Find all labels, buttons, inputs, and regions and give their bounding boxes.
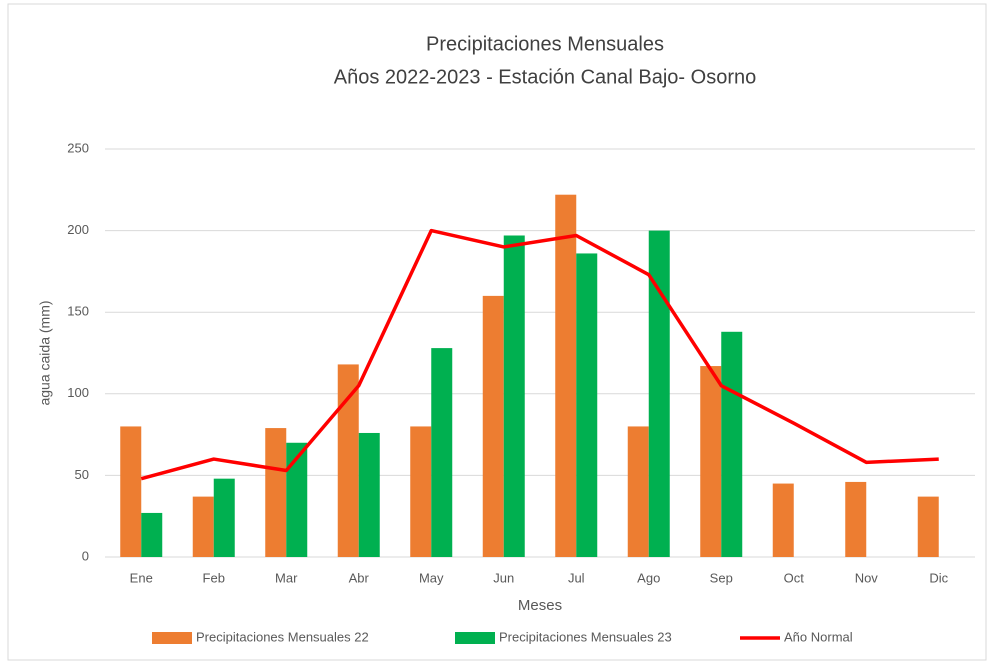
bar: [358, 432, 380, 557]
x-tick-label: Jun: [493, 570, 514, 585]
y-tick-label: 200: [67, 222, 89, 237]
legend-label: Precipitaciones Mensuales 22: [196, 629, 369, 644]
x-tick-label: Ene: [130, 570, 153, 585]
y-axis-label: agua caida (mm): [37, 300, 53, 405]
chart-subtitle: Años 2022-2023 - Estación Canal Bajo- Os…: [334, 66, 756, 88]
bar: [120, 426, 142, 557]
x-tick-label: Abr: [349, 570, 370, 585]
bar: [141, 512, 163, 557]
x-tick-label: Nov: [855, 570, 879, 585]
x-tick-label: Mar: [275, 570, 298, 585]
x-tick-label: Feb: [203, 570, 225, 585]
bar: [431, 348, 453, 557]
bar: [917, 496, 939, 557]
bar: [772, 483, 794, 557]
bar: [576, 253, 598, 557]
bar: [265, 428, 287, 557]
x-tick-label: Sep: [710, 570, 733, 585]
bar: [648, 230, 670, 557]
bar: [845, 481, 867, 557]
x-tick-label: May: [419, 570, 444, 585]
x-tick-label: Oct: [784, 570, 805, 585]
legend-label: Año Normal: [784, 629, 853, 644]
x-tick-label: Ago: [637, 570, 660, 585]
bar: [213, 478, 235, 557]
y-tick-label: 100: [67, 385, 89, 400]
bar: [192, 496, 214, 557]
line: [140, 228, 939, 481]
x-tick-label: Dic: [929, 570, 948, 585]
x-axis-label: Meses: [518, 597, 562, 614]
y-tick-label: 250: [67, 140, 89, 155]
legend-swatch: [152, 632, 192, 644]
bar: [482, 295, 504, 557]
bar: [503, 235, 525, 557]
legend-swatch: [455, 632, 495, 644]
y-tick-label: 150: [67, 304, 89, 319]
y-tick-label: 0: [82, 548, 89, 563]
bar: [627, 426, 649, 557]
chart-title: Precipitaciones Mensuales: [426, 33, 664, 55]
legend-label: Precipitaciones Mensuales 23: [499, 629, 672, 644]
y-tick-label: 50: [75, 467, 89, 482]
bar: [700, 366, 722, 557]
bar: [286, 442, 308, 557]
bar: [555, 194, 577, 558]
bar: [721, 331, 743, 557]
bar: [410, 426, 432, 557]
bar: [337, 364, 359, 557]
x-tick-label: Jul: [568, 570, 585, 585]
